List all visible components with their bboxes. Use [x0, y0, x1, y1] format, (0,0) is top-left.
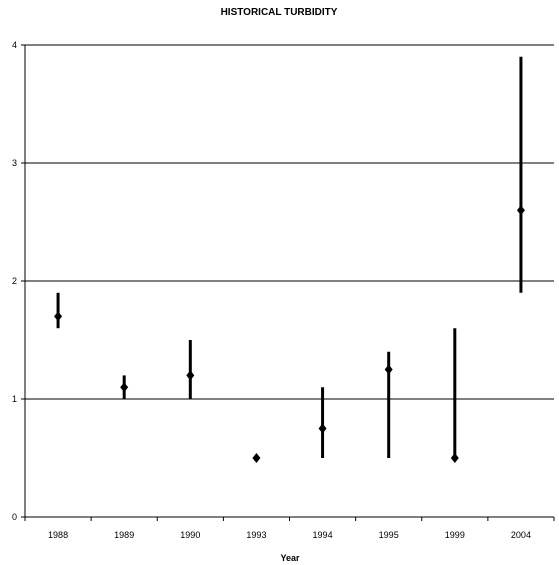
data-point [384, 364, 393, 375]
x-tick-label: 1995 [379, 530, 399, 540]
y-tick-label: 2 [12, 276, 17, 286]
x-tick-labels: 1988 1989 1990 1993 1994 1995 1999 2004 [24, 517, 555, 540]
gridlines [25, 44, 554, 400]
x-tick-label: 2004 [511, 530, 531, 540]
y-tick-labels: 0 1 2 3 4 [12, 40, 25, 522]
x-axis-title: Year [280, 553, 300, 563]
data-point [516, 205, 525, 216]
data-point [120, 382, 129, 393]
y-tick-label: 3 [12, 158, 17, 168]
x-tick-label: 1999 [445, 530, 465, 540]
y-tick-label: 1 [12, 394, 17, 404]
data-point [450, 453, 459, 463]
x-tick-label: 1994 [313, 530, 333, 540]
y-tick-label: 4 [12, 40, 17, 50]
data-point [54, 311, 63, 322]
data-point [186, 370, 195, 381]
x-tick-label: 1989 [114, 530, 134, 540]
x-tick-label: 1990 [180, 530, 200, 540]
data-point [252, 453, 261, 463]
data-series [54, 56, 525, 463]
x-tick-label: 1993 [246, 530, 266, 540]
x-tick-label: 1988 [48, 530, 68, 540]
chart-title: HISTORICAL TURBIDITY [221, 7, 338, 18]
y-tick-label: 0 [12, 512, 17, 522]
data-point [318, 423, 327, 434]
